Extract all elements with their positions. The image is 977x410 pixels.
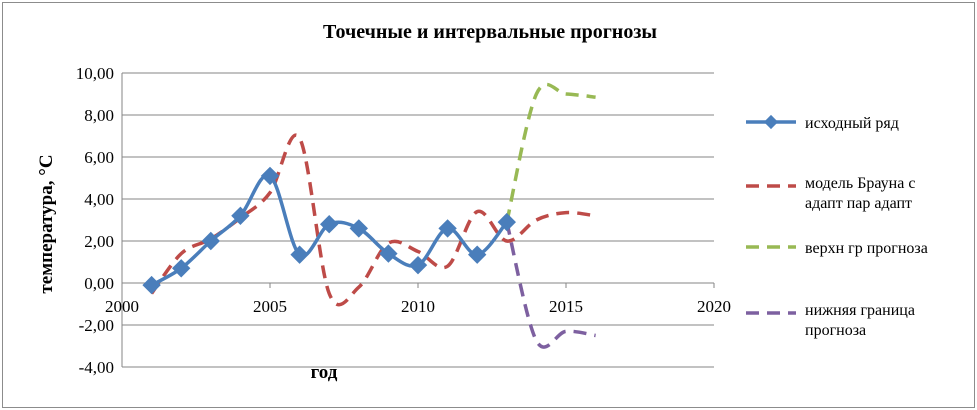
data-point-marker — [438, 219, 457, 238]
data-point-marker — [320, 215, 339, 234]
data-point-marker — [497, 212, 516, 232]
legend-marker — [763, 114, 779, 130]
y-tick-label: 0,00 — [84, 274, 114, 293]
data-point-marker — [468, 245, 487, 264]
y-tick-label: 8,00 — [84, 106, 114, 125]
y-tick-label: 6,00 — [84, 148, 114, 167]
x-tick-label: 2000 — [105, 297, 139, 316]
data-point-marker — [172, 259, 191, 278]
y-tick-label: 10,00 — [76, 64, 114, 83]
x-axis-label: год — [311, 362, 338, 383]
data-point-marker — [260, 166, 280, 186]
data-point-marker — [349, 219, 368, 238]
y-tick-label: -4,00 — [79, 358, 114, 377]
series-line-1 — [150, 133, 596, 307]
data-point-marker — [201, 231, 220, 251]
y-tick-label: -2,00 — [79, 316, 114, 335]
y-tick-label: 2,00 — [84, 232, 114, 251]
grid — [122, 72, 714, 368]
x-tick-label: 2010 — [401, 297, 435, 316]
x-tick-label: 2005 — [253, 297, 287, 316]
y-axis-label: температура, °С — [36, 154, 57, 293]
legend-label-2: верхн гр прогноза — [805, 240, 928, 257]
y-tick-label: 4,00 — [84, 190, 114, 209]
series-line-3 — [505, 221, 596, 349]
data-point-marker — [142, 275, 161, 295]
axes: -4,00 -2,00 0,00 2,00 4,00 6,00 8,00 10,00 2000 2… — [76, 64, 731, 377]
data-point-marker — [290, 245, 309, 264]
legend: исходный ряд модель Брауна с адапт пар ада… — [746, 114, 928, 339]
data-point-marker — [379, 244, 398, 263]
series-layer — [142, 82, 596, 349]
legend-label-1: модель Брауна с адапт пар адапт — [805, 175, 915, 212]
data-point-marker — [408, 255, 428, 275]
data-point-marker — [231, 206, 250, 225]
x-tick-label: 2020 — [697, 297, 731, 316]
series-line-2 — [505, 82, 596, 223]
chart-title: Точечные и интервальные прогнозы — [323, 21, 657, 43]
legend-label-3: нижняя граница прогноза — [805, 302, 915, 339]
legend-label-0: исходный ряд — [805, 115, 899, 132]
x-tick-label: 2015 — [549, 297, 583, 316]
